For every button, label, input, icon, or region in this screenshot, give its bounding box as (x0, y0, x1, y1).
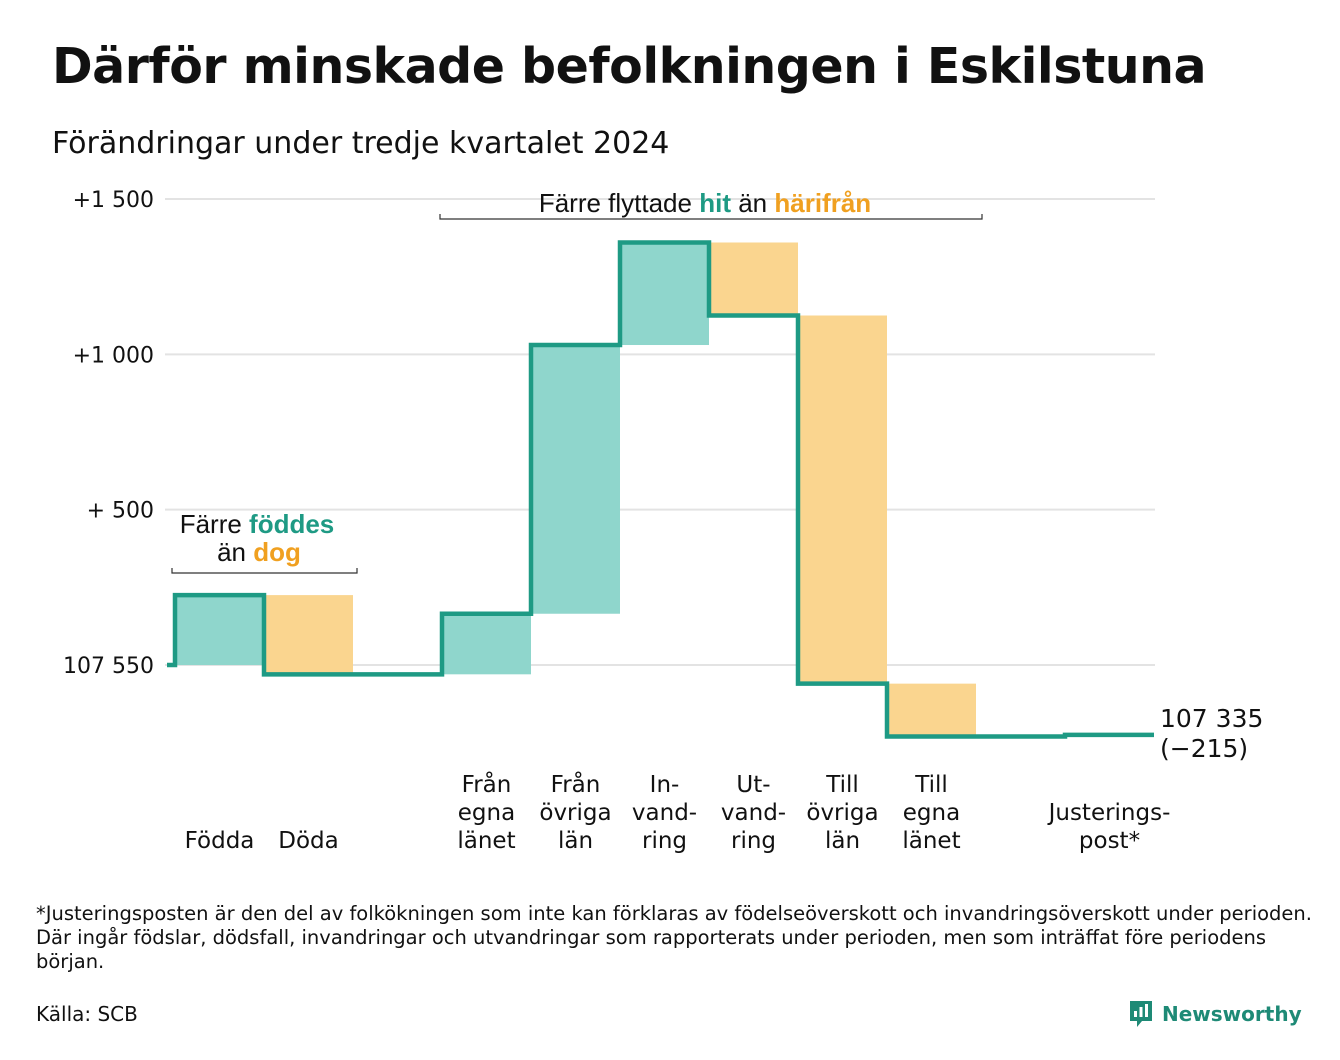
category-label: Till (825, 772, 859, 798)
annotations: Färre flyttade hit än härifrån Färre född… (171, 188, 983, 574)
y-tick-label: +1 000 (73, 343, 154, 368)
y-tick-label: +1 500 (73, 188, 154, 213)
waterfall-bar (887, 683, 976, 737)
category-label: län (558, 828, 593, 854)
category-label: övriga (806, 800, 878, 826)
brand: Newsworthy (1128, 998, 1302, 1030)
waterfall-bar (798, 315, 887, 684)
annotation-text: Färre flyttade hit än härifrån (539, 188, 871, 218)
category-label: post* (1079, 828, 1140, 854)
annotation-part: Färre (180, 509, 249, 539)
cumulative-step-line (167, 240, 1154, 739)
annotation-part: än (217, 537, 253, 567)
chart-title: Därför minskade befolkningen i Eskilstun… (52, 38, 1207, 95)
annotation-part: Färre flyttade (539, 188, 699, 218)
annotation-part: härifrån (774, 188, 871, 218)
step-line (167, 240, 1154, 739)
category-labels: Födda DödaFrånegnalänetFrånövrigalänIn-va… (185, 770, 1171, 854)
brand-name: Newsworthy (1162, 1002, 1302, 1026)
category-label: övriga (539, 800, 611, 826)
waterfall-bar (531, 345, 620, 614)
source-note: Källa: SCB (36, 1002, 138, 1026)
category-label: ring (642, 828, 687, 854)
category-label: länet (902, 828, 960, 854)
end-value: 107 335 (1160, 704, 1263, 733)
category-label: Ut- (736, 772, 770, 798)
end-change: (−215) (1160, 734, 1248, 763)
category-label: Födda (185, 828, 255, 854)
category-label: In- (650, 772, 680, 798)
annotation-part: än (731, 188, 774, 218)
annotation-text: Färre föddes (180, 509, 335, 539)
category-label: Döda (278, 828, 338, 854)
waterfall-bar (442, 613, 531, 675)
waterfall-bar (175, 595, 264, 665)
y-tick-labels: 107 550 + 500 +1 000 +1 500 (63, 188, 154, 679)
category-label: ring (731, 828, 776, 854)
category-label: län (825, 828, 860, 854)
annotation-text: än dog (217, 537, 301, 567)
category-label: Från (462, 770, 512, 798)
category-label: vand- (632, 800, 697, 826)
annotation-part: hit (699, 188, 731, 218)
footnote: *Justeringsposten är den del av folkökni… (36, 902, 1312, 973)
category-label: Till (914, 772, 948, 798)
waterfall-bar (264, 595, 353, 675)
end-value-labels: 107 335(−215) (1160, 704, 1263, 763)
category-label: egna (458, 800, 515, 826)
category-label: Justerings- (1047, 800, 1171, 826)
annotation-bracket (171, 568, 358, 574)
bars (175, 242, 976, 737)
waterfall-chart: 107 550+ 500+1 000+1 500 Födda DödaFråneg… (63, 188, 1263, 854)
category-label: länet (457, 828, 515, 854)
annotation-part: föddes (249, 509, 334, 539)
category-label: egna (903, 800, 960, 826)
waterfall-bar (620, 242, 709, 346)
category-label: Från (551, 770, 601, 798)
y-tick-label: 107 550 (63, 654, 154, 679)
category-label: vand- (721, 800, 786, 826)
waterfall-bar (709, 242, 798, 316)
newsworthy-logo-icon (1130, 1001, 1152, 1027)
annotation-bracket (439, 214, 983, 220)
annotation-part: dog (253, 537, 301, 567)
chart-subtitle: Förändringar under tredje kvartalet 2024 (52, 126, 670, 161)
y-tick-label: + 500 (87, 499, 154, 524)
